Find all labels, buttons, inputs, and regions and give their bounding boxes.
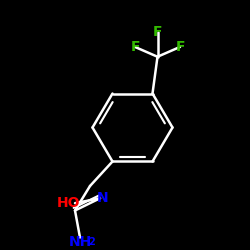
Text: HO: HO bbox=[57, 196, 80, 210]
Text: F: F bbox=[130, 40, 140, 54]
Text: N: N bbox=[97, 191, 108, 205]
Text: 2: 2 bbox=[88, 238, 94, 248]
Text: F: F bbox=[175, 40, 185, 54]
Text: F: F bbox=[153, 25, 162, 39]
Text: NH: NH bbox=[68, 236, 92, 250]
